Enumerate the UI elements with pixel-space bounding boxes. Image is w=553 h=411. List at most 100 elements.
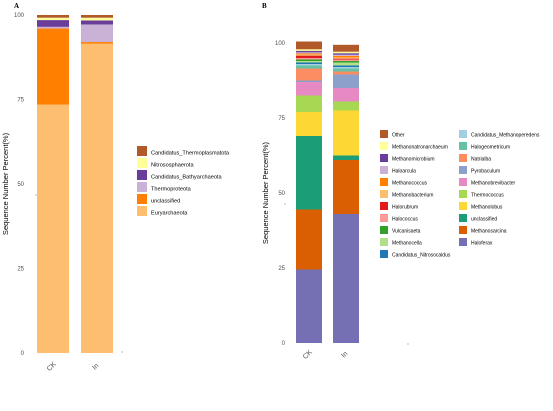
legend-swatch-methanobacterium [380,190,388,198]
legend: Candidatus_Thermoplasmatota Nitrososphaer… [137,146,230,217]
y-tick-label: 50 [17,182,24,188]
legend-label-euryarchaeota: Euryarchaeota [151,211,188,217]
bar-segment-ck-candidatus-methanoperedens [296,64,322,66]
bar-segment-ck-candidatus-nitrosocaldus [296,62,322,64]
bar-segment-in-haloferax [333,214,359,343]
bar-segment-in-vulcanisaeta [333,61,359,63]
legend-label-candidatus-bathyarchaeota: Candidatus_Bathyarchaeota [151,175,222,181]
bar-segment-in-unclassified [81,42,113,44]
bar-segment-ck-methanosarcina [296,209,322,270]
bar-segment-in-methanonatronarchaeum [333,51,359,54]
legend-swatch-thermoproteota [137,182,147,192]
legend-label-haloarcula: Haloarcula [392,169,416,175]
bar-segment-in-halogeometricum [333,68,359,72]
legend-label-methanosarcina: Methanosarcina [471,229,507,235]
bar-segment-in-thermoproteota [81,24,113,43]
x-tick-label: CK [302,349,314,361]
legend-label-methanocella: Methanocella [392,241,422,247]
legend-swatch-candidatus-nitrosocaldus [380,250,388,258]
legend-swatch-euryarchaeota [137,206,147,216]
bar-segment-ck-methanobacterium [296,54,322,56]
bar-segment-in-halococcus [333,59,359,61]
legend-label-pyrobaculum: Pyrobaculum [471,169,500,175]
legend-label-nitrososphaerota: Nitrososphaerota [151,163,194,169]
legend-label-candidatus-nitrosocaldus: Candidatus_Nitrosocaldus [392,253,451,259]
axis-dot [121,351,123,353]
legend-swatch-halogeometricum [459,142,467,150]
legend-swatch-halococcus [380,214,388,222]
legend-swatch-candidatus-bathyarchaeota [137,170,147,180]
legend-swatch-unclassified [459,214,467,222]
bar-segment-ck-vulcanisaeta [296,59,322,61]
legend: Other Methanonatronarchaeum Methanomicrobi… [380,130,540,259]
bar-segment-ck-unclassified [296,136,322,210]
legend-label-natrialba: Natrialba [471,157,491,163]
legend-label-candidatus-thermoplasmatota: Candidatus_Thermoplasmatota [151,151,230,157]
y-tick-label: 100 [14,13,25,19]
legend-label-unclassified: unclassified [151,199,180,205]
bar-segment-ck-methanomicrobium [296,50,322,53]
legend-label-halogeometricum: Halogeometricum [471,145,510,151]
bar-segment-in-methanolobus [333,110,359,156]
axis-dot [35,194,37,196]
bar-segment-in-methanobrevibacter [333,88,359,102]
y-tick-label: 50 [278,191,285,197]
legend-swatch-methanobrevibacter [459,178,467,186]
legend-swatch-natrialba [459,154,467,162]
legend-label-haloferax: Haloferax [471,241,493,247]
bar-segment-ck-unclassified [37,28,69,105]
bar-segment-ck-pyrobaculum [296,80,322,82]
panel-label: A [14,2,19,10]
y-tick-label: 100 [275,41,286,47]
legend-label-vulcanisaeta: Vulcanisaeta [392,229,421,235]
legend-label-halococcus: Halococcus [392,217,418,223]
legend-swatch-methanococcus [380,178,388,186]
legend-label-thermoproteota: Thermoproteota [151,187,192,193]
bar-segment-ck-methanolobus [296,112,322,136]
y-axis-label: Sequence Number Percent(%) [261,141,270,244]
x-tick-label: In [340,350,349,359]
legend-label-methanococcus: Methanococcus [392,181,428,187]
bar-segment-in-candidatus-methanoperedens [333,67,359,69]
bar-segment-in-euryarchaeota [81,43,113,353]
y-tick-label: 25 [278,266,285,272]
x-tick-label: In [91,362,100,371]
legend-label-methanobacterium: Methanobacterium [392,193,433,199]
legend-swatch-methanomicrobium [380,154,388,162]
bar-segment-ck-methanonatronarchaeum [296,49,322,51]
bar-segment-ck-nitrososphaerota [37,17,69,21]
bar-segment-ck-other [296,41,322,50]
bar-segment-ck-euryarchaeota [37,104,69,353]
y-tick-label: 75 [17,98,24,104]
bar-segment-ck-haloarcula [296,52,322,54]
axis-dot [407,343,409,345]
legend-swatch-candidatus-thermoplasmatota [137,146,147,156]
legend-swatch-halorubrum [380,202,388,210]
bar-segment-ck-halorubrum [296,55,322,58]
bar-segment-in-halorubrum [333,58,359,60]
bar-segment-ck-halococcus [296,58,322,60]
panel-label: B [262,2,267,10]
bar-segment-in-natrialba [333,71,359,75]
bar-segment-ck-methanocella [296,61,322,63]
bar-segment-in-other [333,44,359,52]
legend-label-methanolobus: Methanolobus [471,205,503,211]
legend-swatch-pyrobaculum [459,166,467,174]
legend-label-other: Other [392,133,405,139]
legend-swatch-methanocella [380,238,388,246]
bar-segment-ck-methanobrevibacter [296,82,322,96]
legend-label-unclassified: unclassified [471,217,497,223]
bar-segment-ck-methanococcus [296,53,322,55]
legend-label-thermococcus: Thermococcus [471,193,504,199]
axis-dot [284,203,286,205]
legend-swatch-vulcanisaeta [380,226,388,234]
panel-b: B 0 25 50 75 100 Sequence Number Percent(%) CK I… [261,2,540,361]
legend-swatch-thermococcus [459,190,467,198]
bar-segment-in-haloarcula [333,54,359,56]
bar-segment-ck-halogeometricum [296,65,322,69]
legend-swatch-candidatus-methanoperedens [459,130,467,138]
bar-segment-in-candidatus-thermoplasmatota [81,15,113,18]
x-tick-label: CK [46,361,58,373]
bar-segment-in-methanosarcina [333,160,359,214]
bar-segment-in-nitrososphaerota [81,17,113,21]
